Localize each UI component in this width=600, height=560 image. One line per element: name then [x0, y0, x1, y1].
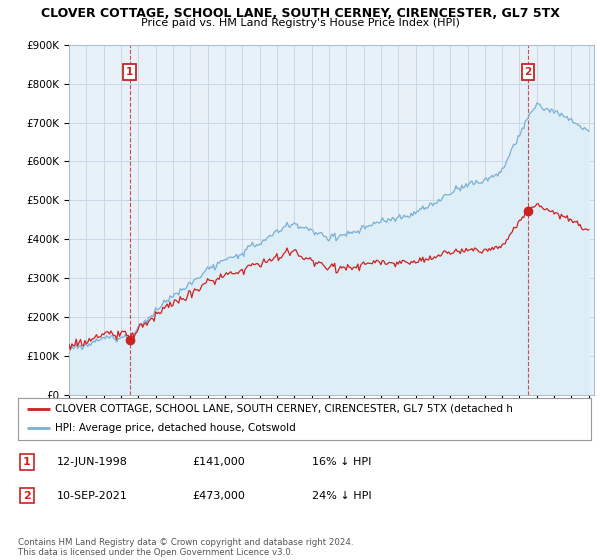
Text: £473,000: £473,000 [192, 491, 245, 501]
Text: 10-SEP-2021: 10-SEP-2021 [57, 491, 128, 501]
Text: Price paid vs. HM Land Registry's House Price Index (HPI): Price paid vs. HM Land Registry's House … [140, 18, 460, 28]
Text: 16% ↓ HPI: 16% ↓ HPI [312, 457, 371, 467]
Text: 2: 2 [524, 67, 532, 77]
Text: 12-JUN-1998: 12-JUN-1998 [57, 457, 128, 467]
Text: HPI: Average price, detached house, Cotswold: HPI: Average price, detached house, Cots… [55, 423, 296, 433]
Text: 24% ↓ HPI: 24% ↓ HPI [312, 491, 371, 501]
Text: 1: 1 [126, 67, 133, 77]
Text: Contains HM Land Registry data © Crown copyright and database right 2024.
This d: Contains HM Land Registry data © Crown c… [18, 538, 353, 557]
Text: 1: 1 [23, 457, 31, 467]
Text: CLOVER COTTAGE, SCHOOL LANE, SOUTH CERNEY, CIRENCESTER, GL7 5TX (detached h: CLOVER COTTAGE, SCHOOL LANE, SOUTH CERNE… [55, 404, 513, 414]
Text: 2: 2 [23, 491, 31, 501]
Text: £141,000: £141,000 [192, 457, 245, 467]
Text: CLOVER COTTAGE, SCHOOL LANE, SOUTH CERNEY, CIRENCESTER, GL7 5TX: CLOVER COTTAGE, SCHOOL LANE, SOUTH CERNE… [41, 7, 559, 20]
